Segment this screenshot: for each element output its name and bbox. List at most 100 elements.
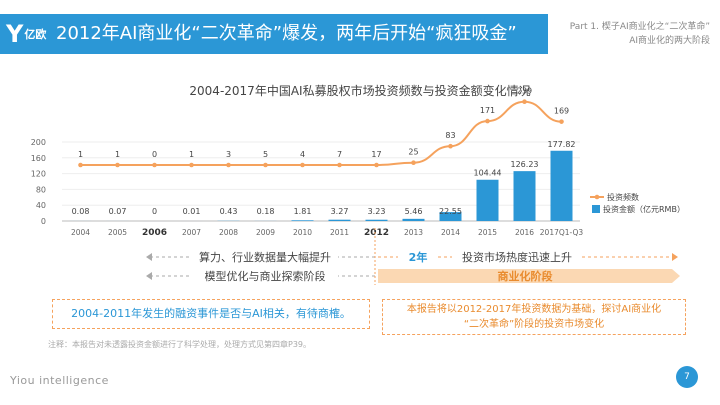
legend-line-dot — [594, 194, 600, 200]
line-value-label: 0 — [152, 150, 157, 159]
phase-left-label-2: 模型优化与商业探索阶段 — [205, 269, 326, 283]
bar-value-label: 0.01 — [183, 207, 201, 216]
y-tick-label: 160 — [31, 154, 46, 163]
bar-value-label: 104.44 — [474, 169, 502, 178]
line-point — [263, 162, 268, 168]
line-point — [411, 160, 416, 166]
line-value-label: 4 — [300, 150, 305, 159]
line-value-label: 7 — [337, 150, 342, 159]
investment-chart: 0 40 80 120 160 200 0.08 0.07 0 0.01 0.43 0.18 1.81… — [31, 87, 685, 285]
line-value-label: 3 — [226, 150, 231, 159]
line-point — [485, 118, 490, 124]
x-tick-label: 2014 — [441, 228, 460, 237]
line-point — [226, 162, 231, 168]
line-point — [559, 119, 564, 124]
line-point — [189, 162, 194, 168]
y-tick-label: 200 — [31, 138, 46, 147]
brand-logo: Y 亿欧 — [6, 14, 46, 54]
phase-right-label-1: 投资市场热度迅速上升 — [462, 250, 572, 264]
bar-value-label: 3.23 — [368, 207, 386, 216]
x-axis-labels: 2004 2005 2006 2007 2008 2009 2010 2011 2012 2013… — [71, 228, 583, 238]
phase-left-label-1: 算力、行业数据量大幅提升 — [199, 250, 331, 264]
x-tick-label: 2009 — [256, 228, 275, 237]
legend-line-label: 投资频数 — [607, 192, 639, 202]
bar — [402, 218, 425, 221]
line-value-label: 169 — [554, 107, 569, 116]
footer-brand: Yiou intelligence — [10, 374, 109, 387]
x-tick-label: 2013 — [404, 228, 423, 237]
line-point — [115, 162, 120, 168]
chart-title: 2004-2017年中国AI私募股权市场投资频数与投资金额变化情况 — [189, 84, 531, 98]
bar — [439, 212, 462, 221]
page-number: 7 — [676, 366, 698, 388]
logo-mark: Y — [6, 20, 24, 48]
x-tick-label: 2017Q1-Q3 — [540, 228, 584, 237]
line-value-label: 83 — [445, 131, 455, 140]
line-point — [374, 162, 379, 168]
note-box-right: 本报告将以2012-2017年投资数据为基础，探讨AI商业化 “二次革命”阶段的… — [382, 299, 686, 335]
x-tick-label: 2005 — [108, 228, 127, 237]
bar-value-label: 0.18 — [257, 207, 275, 216]
note-box-right-line-2: “二次革命”阶段的投资市场变化 — [463, 319, 605, 330]
x-tick-label: 2012 — [364, 228, 389, 238]
footnote: 注释：本报告对未透露投资金额进行了科学处理，处理方式见第四章P39。 — [48, 340, 312, 349]
line-value-label: 1 — [78, 150, 83, 159]
phase-right-label-2: 商业化阶段 — [498, 269, 553, 283]
phase-left-arrow-1 — [146, 253, 152, 261]
phase-left-label-2-bg — [192, 269, 338, 283]
x-tick-label: 2010 — [293, 228, 312, 237]
x-tick-label: 2016 — [515, 228, 534, 237]
page-title: 2012年AI商业化“二次革命”爆发，两年后开始“疯狂吸金” — [56, 23, 517, 44]
note-box-left: 2004-2011年发生的融资事件是否与AI相关，有待商榷。 — [52, 299, 370, 329]
bar — [550, 150, 573, 221]
phase-mid-label: 2年 — [409, 250, 428, 264]
legend-bar-swatch — [592, 205, 600, 213]
bar-value-label: 3.27 — [331, 207, 349, 216]
bar — [328, 219, 351, 221]
bar — [513, 171, 536, 221]
x-tick-label: 2015 — [478, 228, 497, 237]
line-point — [522, 99, 527, 105]
x-tick-label: 2008 — [219, 228, 238, 237]
line-value-label: 17 — [371, 150, 381, 159]
bar — [291, 220, 314, 221]
bar-value-label: 22.55 — [439, 207, 462, 216]
phase-left-label-1-bg — [192, 250, 338, 264]
line-value-label: 239 — [517, 87, 532, 96]
line-point — [152, 162, 157, 168]
bar-value-label: 0.43 — [220, 207, 238, 216]
y-tick-label: 120 — [31, 170, 46, 179]
legend-bar-label: 投资金额（亿元RMB） — [603, 204, 685, 214]
note-box-right-line-1: 本报告将以2012-2017年投资数据为基础，探讨AI商业化 — [406, 304, 662, 315]
logo-text: 亿欧 — [24, 28, 47, 41]
x-tick-label: 2004 — [71, 228, 90, 237]
bar-value-label: 0.08 — [72, 207, 90, 216]
line-path — [80, 100, 562, 166]
line-point — [300, 162, 305, 168]
bar-value-label: 126.23 — [511, 160, 539, 169]
line-point — [448, 143, 453, 149]
phase-left-arrow-2 — [146, 272, 152, 280]
x-tick-label: 2011 — [330, 228, 349, 237]
y-tick-label: 40 — [36, 201, 46, 210]
phase-right-arrow-1 — [672, 253, 678, 261]
bar-value-label: 177.82 — [548, 140, 576, 149]
line-series: 1 1 0 1 3 5 4 7 17 25 83 171 239 169 — [78, 87, 569, 168]
line-value-label: 25 — [408, 148, 418, 157]
phase-right-label-1-bg — [452, 250, 582, 264]
part-line-1: Part 1. 楔子AI商业化之“二次革命” — [569, 22, 710, 32]
phase-right-band — [378, 269, 680, 283]
bar-value-label: 1.81 — [294, 207, 312, 216]
line-value-label: 5 — [263, 150, 268, 159]
bar — [476, 179, 499, 221]
bar — [365, 219, 388, 221]
bar-value-label: 5.46 — [405, 207, 423, 216]
bar-series: 0.08 0.07 0 0.01 0.43 0.18 1.81 3.27 3.23 5.46 22.… — [69, 140, 576, 222]
x-tick-label: 2006 — [142, 228, 167, 238]
line-point — [337, 162, 342, 168]
phase-mid-label-bg — [398, 250, 438, 264]
line-point — [78, 162, 83, 168]
bar-value-label: 0.07 — [109, 207, 127, 216]
y-tick-label: 80 — [36, 185, 46, 194]
